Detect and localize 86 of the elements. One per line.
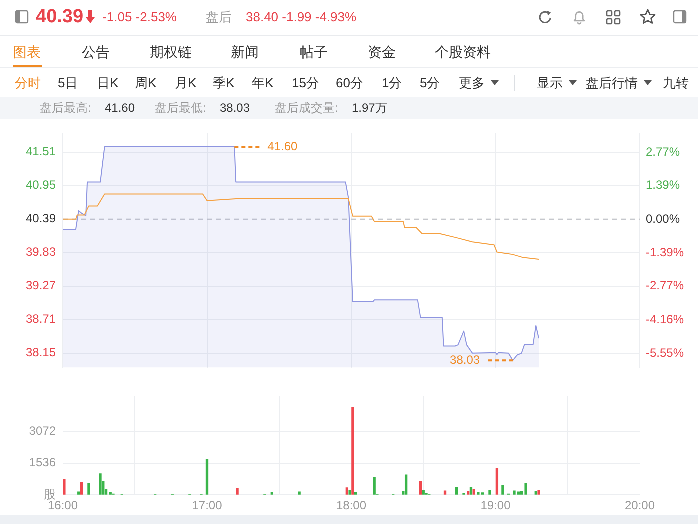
text: 60分: [336, 76, 364, 90]
y-tick-label: 1536: [29, 456, 56, 470]
text: 季K: [213, 76, 235, 90]
text: 图表: [13, 44, 41, 60]
bar: [472, 489, 476, 495]
bar: [99, 474, 102, 495]
text: 15分: [292, 76, 320, 90]
bar: [348, 490, 352, 495]
bar: [467, 491, 470, 495]
y-tick-label: 40.95: [26, 178, 56, 192]
text: 期权链: [150, 44, 192, 60]
text: 更多: [459, 76, 485, 90]
x-tick-label: 19:00: [480, 498, 512, 513]
x-tick-label: 16:00: [48, 498, 78, 513]
bar: [470, 487, 473, 495]
bar: [502, 484, 504, 495]
x-tick-label: 18:00: [336, 498, 367, 513]
text: 九转: [663, 76, 689, 90]
text: 盘后成交量:: [275, 101, 338, 115]
y-tick-label: 39.27: [26, 278, 56, 293]
bar: [496, 468, 499, 495]
text: 年K: [252, 76, 274, 90]
bar: [298, 492, 301, 495]
annotation: 41.60: [268, 139, 298, 154]
text: 盘后最低:: [155, 101, 206, 115]
text: 41.60: [105, 101, 136, 115]
x-tick-label: 17:00: [192, 498, 223, 513]
bar: [80, 482, 84, 495]
y2-tick-label: -2.77%: [646, 278, 684, 293]
text: 盘后最高:: [40, 101, 92, 115]
bar: [63, 479, 66, 495]
text: 新闻: [231, 44, 259, 60]
y2-tick-label: -4.16%: [646, 312, 684, 326]
bar: [206, 459, 209, 495]
text: 5日: [58, 76, 78, 90]
bar: [346, 488, 349, 495]
text: 帖子: [300, 44, 328, 60]
bar: [270, 492, 274, 495]
y-tick-label: 41.51: [26, 144, 56, 159]
y2-tick-label: -1.39%: [646, 245, 684, 260]
text: 周K: [135, 76, 157, 90]
x-tick-label: 20:00: [624, 498, 656, 513]
y2-tick-label: 2.77%: [646, 144, 680, 159]
y-tick-label: 3072: [29, 424, 56, 438]
bar: [488, 490, 492, 495]
text: 38.40 -1.99 -4.93%: [246, 10, 357, 24]
y2-tick-label: 1.39%: [646, 178, 680, 192]
text: 日K: [97, 76, 119, 90]
text: 盘后: [206, 10, 232, 24]
y2-tick-label: 0.00%: [646, 212, 680, 226]
bar: [455, 487, 458, 495]
annotation: 38.03: [450, 352, 480, 367]
bar: [538, 490, 540, 495]
bar: [419, 481, 422, 495]
text: 5分: [420, 76, 440, 90]
text: 盘后行情: [586, 76, 638, 90]
y-tick-label: 38.15: [26, 346, 56, 360]
bar: [373, 477, 376, 495]
bar: [444, 490, 447, 495]
text: 公告: [82, 44, 110, 60]
text: 38.03: [220, 101, 250, 115]
text: 分时: [15, 76, 41, 90]
bar: [534, 491, 538, 495]
bar: [109, 492, 112, 495]
bar: [477, 492, 480, 495]
bar: [404, 474, 408, 495]
bar: [88, 482, 90, 495]
text: 1.97万: [352, 101, 388, 115]
text: 资金: [368, 44, 396, 60]
bar: [524, 484, 528, 495]
y-tick-label: 39.83: [26, 245, 56, 260]
bar: [352, 407, 354, 495]
y-tick-label: 40.39: [26, 212, 56, 226]
bar: [422, 490, 425, 495]
y-tick-label: 38.71: [26, 312, 56, 326]
text: -1.05 -2.53%: [102, 10, 177, 24]
bar: [354, 492, 358, 495]
text: 月K: [175, 76, 197, 90]
y2-tick-label: -5.55%: [646, 346, 684, 360]
text: 个股资料: [435, 44, 491, 60]
text: 1分: [382, 76, 402, 90]
bar: [236, 488, 239, 495]
text: 显示: [537, 76, 563, 90]
y-tick-label: 股: [44, 487, 56, 502]
bar: [78, 492, 80, 495]
bar: [513, 490, 516, 495]
